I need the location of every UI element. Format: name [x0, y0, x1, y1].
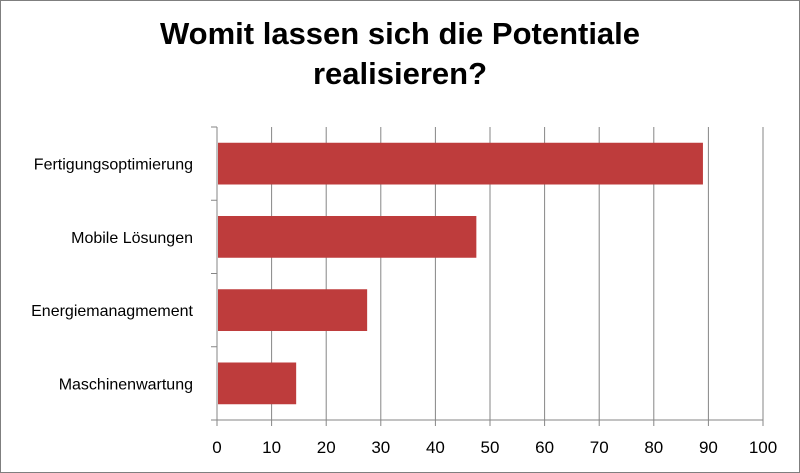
category-label: Fertigungsoptimierung [34, 157, 193, 174]
x-tick-label: 90 [699, 438, 718, 457]
category-label: Maschinenwartung [59, 376, 193, 393]
bar-3 [218, 289, 368, 332]
x-tick-label: 60 [535, 438, 554, 457]
x-tick-label: 30 [371, 438, 390, 457]
x-tick-label: 10 [262, 438, 281, 457]
chart-title: Womit lassen sich die Potentiale realisi… [0, 14, 800, 94]
x-tick-label: 80 [644, 438, 663, 457]
x-tick-label: 0 [212, 438, 221, 457]
x-tick-label: 100 [749, 438, 777, 457]
bar-1 [218, 142, 703, 185]
x-tick-label: 20 [317, 438, 336, 457]
x-tick-label: 70 [590, 438, 609, 457]
x-tick-label: 40 [426, 438, 445, 457]
chart-title-line-1: Womit lassen sich die Potentiale [159, 16, 641, 51]
bar-2 [218, 215, 477, 258]
category-label: Mobile Lösungen [71, 230, 193, 247]
bar-4 [218, 362, 297, 405]
x-tick-label: 50 [481, 438, 500, 457]
chart-title-line-2: realisieren? [312, 56, 488, 91]
category-label: Energiemanagmement [31, 303, 193, 320]
